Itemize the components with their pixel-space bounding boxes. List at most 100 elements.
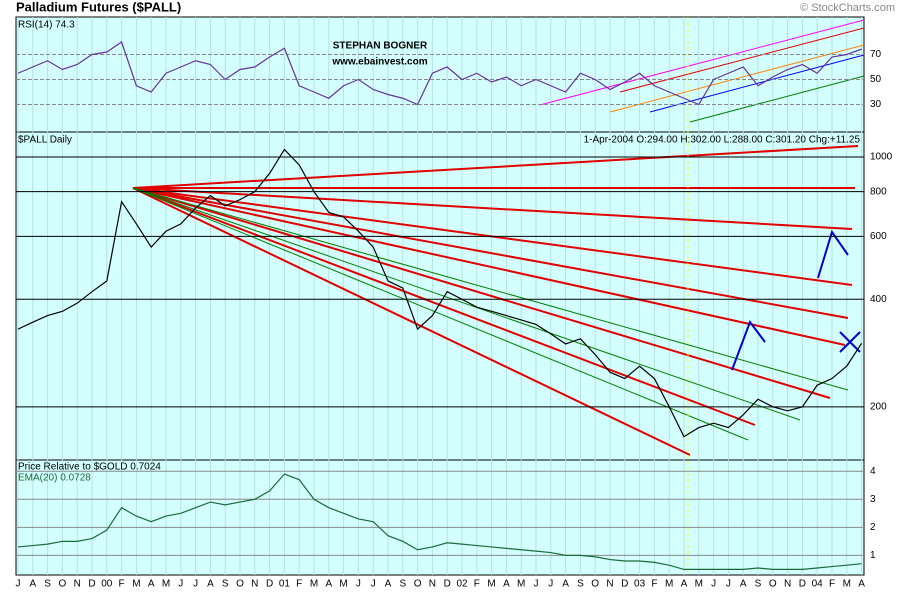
x-tick-label: D [444, 579, 451, 590]
x-tick-label: 03 [634, 579, 646, 590]
fan-lines [132, 145, 859, 456]
x-tick-label: S [577, 579, 584, 590]
channel-line [649, 54, 865, 113]
x-tick-label: O [591, 579, 599, 590]
arrow [731, 319, 766, 371]
x-tick-label: 01 [279, 579, 291, 590]
x-tick-label: O [236, 579, 244, 590]
relative-subtitle: EMA(20) 0.0728 [18, 473, 91, 484]
y-tick-label: 4 [870, 466, 876, 477]
x-tick-label: A [29, 579, 36, 590]
price-subtitle: 1-Apr-2004 O:294.00 H:302.00 L:288.00 C:… [584, 135, 861, 146]
series-line [17, 148, 863, 438]
fan-line [132, 187, 831, 399]
x-tick-label: 04 [812, 579, 824, 590]
arrow [817, 229, 849, 279]
vertical-grid [17, 17, 863, 575]
copyright: © StockCharts.com [800, 2, 895, 14]
rsi-channels [539, 19, 865, 123]
fan-line [132, 187, 749, 441]
y-tick-label: 1 [870, 550, 876, 561]
x-tick-label: S [399, 579, 406, 590]
x-tick-label: A [385, 579, 392, 590]
y-tick-label: 50 [870, 74, 882, 85]
channel-line [689, 75, 865, 123]
x-tick-label: A [681, 579, 688, 590]
y-tick-label: 3 [870, 494, 876, 505]
annotation: www.ebainvest.com [331, 57, 427, 68]
x-tick-label: S [755, 579, 762, 590]
channel-line [609, 44, 865, 113]
y-tick-label: 70 [870, 49, 882, 60]
x-tick-label: F [474, 579, 480, 590]
y-tick-label: 200 [870, 401, 887, 412]
x-tick-label: M [843, 579, 851, 590]
x-tick-label: A [562, 579, 569, 590]
x-tick-label: J [711, 579, 716, 590]
x-tick-label: N [251, 579, 258, 590]
y-tick-label: 600 [870, 231, 887, 242]
x-tick-label: J [356, 579, 361, 590]
x-tick-label: O [769, 579, 777, 590]
x-tick-label: D [266, 579, 273, 590]
x-tick-label: M [339, 579, 347, 590]
x-tick-label: S [222, 579, 229, 590]
x-tick-label: M [695, 579, 703, 590]
cross [839, 331, 861, 353]
x-tick-label: J [371, 579, 376, 590]
series-line [17, 473, 862, 570]
price-panel [15, 131, 865, 461]
x-tick-label: D [799, 579, 806, 590]
x-tick-label: A [858, 579, 865, 590]
x-tick-label: O [414, 579, 422, 590]
x-tick-label: M [132, 579, 140, 590]
relative-title: Price Relative to $GOLD 0.7024 [18, 462, 161, 473]
y-tick-label: 400 [870, 294, 887, 305]
x-tick-label: 02 [456, 579, 468, 590]
fan-line [132, 187, 756, 426]
y-tick-label: 2 [870, 522, 876, 533]
channel-line [539, 19, 865, 106]
x-tick-label: F [829, 579, 835, 590]
x-tick-label: J [193, 579, 198, 590]
rsi-title: RSI(14) 74.3 [18, 20, 75, 31]
x-tick-label: F [651, 579, 657, 590]
x-tick-label: N [74, 579, 81, 590]
y-tick-label: 1000 [870, 152, 893, 163]
fan-line [132, 187, 849, 319]
rsi-panel [15, 16, 865, 133]
x-tick-label: J [178, 579, 183, 590]
x-tick-label: A [740, 579, 747, 590]
fan-line [132, 187, 846, 346]
x-tick-label: 00 [101, 579, 113, 590]
x-tick-label: N [784, 579, 791, 590]
series-line [17, 41, 862, 106]
x-tick-label: A [325, 579, 332, 590]
x-tick-label: F [119, 579, 125, 590]
annotation: STEPHAN BOGNER [333, 41, 428, 52]
price-title: $PALL Daily [18, 135, 72, 146]
x-tick-label: N [606, 579, 613, 590]
y-tick-label: 800 [870, 186, 887, 197]
x-tick-label: A [207, 579, 214, 590]
blue-arrows [731, 229, 861, 371]
x-tick-label: M [487, 579, 495, 590]
page-title: Palladium Futures ($PALL) [16, 0, 181, 14]
x-tick-label: F [296, 579, 302, 590]
x-tick-label: D [621, 579, 628, 590]
fan-line [132, 187, 853, 230]
x-tick-label: S [44, 579, 51, 590]
x-tick-label: M [517, 579, 525, 590]
x-tick-label: M [162, 579, 170, 590]
x-tick-label: A [148, 579, 155, 590]
x-tick-label: J [16, 579, 21, 590]
x-tick-label: A [503, 579, 510, 590]
x-tick-label: M [310, 579, 318, 590]
channel-line [619, 27, 865, 93]
x-tick-label: D [88, 579, 95, 590]
x-tick-label: J [726, 579, 731, 590]
y-tick-label: 30 [870, 99, 882, 110]
relative-panel [15, 459, 865, 576]
fan-line [132, 187, 849, 391]
